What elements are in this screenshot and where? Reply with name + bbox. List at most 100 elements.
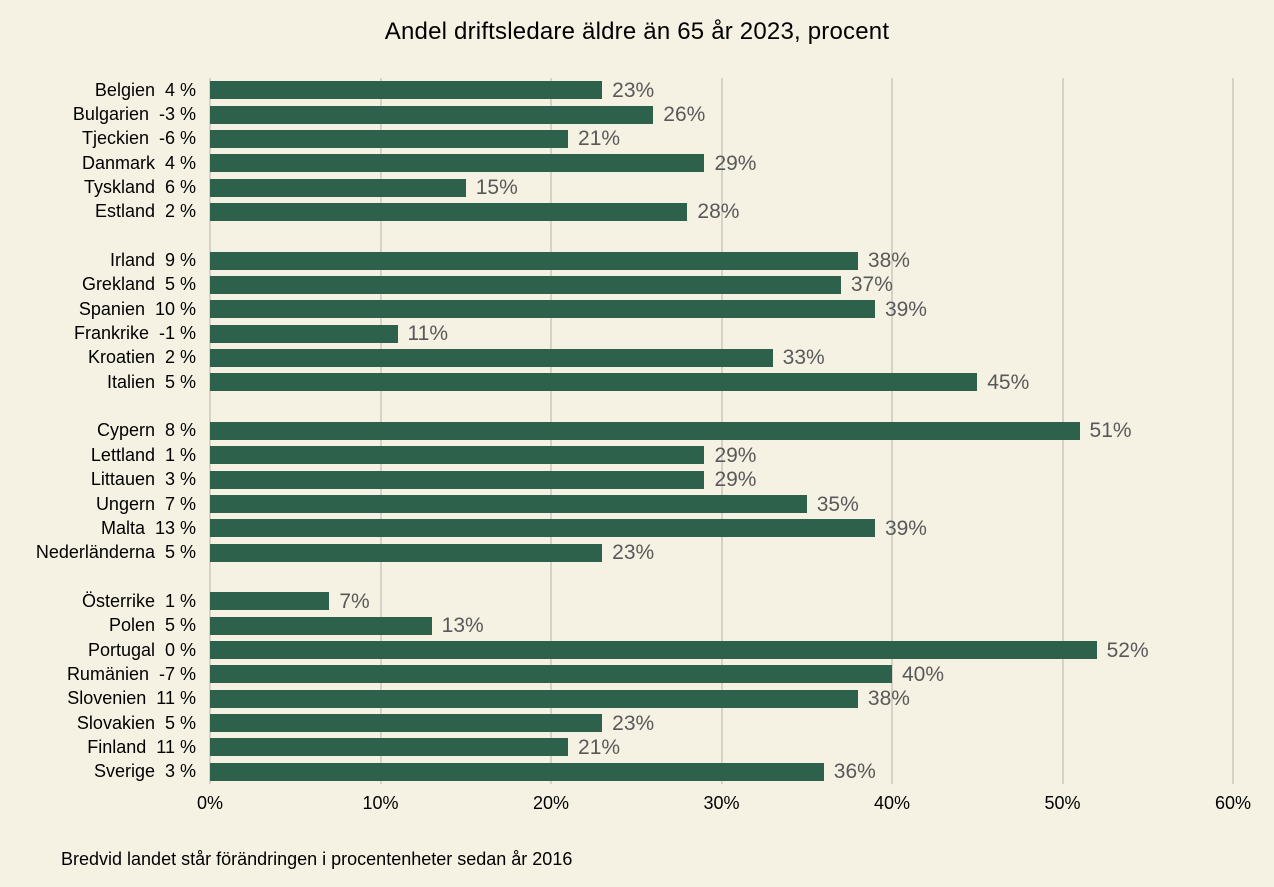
value-label-polen: 13% bbox=[441, 614, 484, 638]
country-label-tyskland: Tyskland 6 % bbox=[83, 177, 196, 198]
bar-nederlanderna bbox=[210, 543, 603, 562]
bar-area: 40% bbox=[210, 662, 1233, 686]
bar-estland bbox=[210, 202, 688, 221]
value-label-estland: 28% bbox=[697, 200, 740, 224]
value-label-tyskland: 15% bbox=[475, 176, 518, 200]
country-label-tjeckien: Tjeckien -6 % bbox=[81, 128, 196, 149]
value-label-irland: 38% bbox=[867, 249, 910, 273]
bar-area: 35% bbox=[210, 492, 1233, 516]
country-label-ungern: Ungern 7 % bbox=[95, 493, 196, 514]
bar-row-spanien: Spanien 10 % 39% bbox=[0, 297, 1274, 321]
value-label-spanien: 39% bbox=[884, 297, 927, 321]
bar-row-ungern: Ungern 7 % 35% bbox=[0, 492, 1274, 516]
value-label-finland: 21% bbox=[578, 735, 621, 759]
bar-row-danmark: Danmark 4 % 29% bbox=[0, 151, 1274, 175]
bar-area: 29% bbox=[210, 468, 1233, 492]
country-label-italien: Italien 5 % bbox=[106, 371, 196, 392]
country-label-polen: Polen 5 % bbox=[108, 615, 196, 636]
gridline-60 bbox=[1232, 78, 1234, 784]
bar-area: 26% bbox=[210, 102, 1233, 126]
bar-area: 21% bbox=[210, 127, 1233, 151]
bar-row-bulgarien: Bulgarien -3 % 26% bbox=[0, 102, 1274, 126]
x-tick-label-0: 0% bbox=[196, 793, 224, 813]
bar-spanien bbox=[210, 300, 875, 319]
bar-row-malta: Malta 13 % 39% bbox=[0, 516, 1274, 540]
country-label-nederlanderna: Nederländerna 5 % bbox=[35, 542, 196, 563]
bar-area: 52% bbox=[210, 638, 1233, 662]
country-label-kroatien: Kroatien 2 % bbox=[87, 347, 196, 368]
value-label-slovakien: 23% bbox=[612, 711, 655, 735]
country-label-sverige: Sverige 3 % bbox=[93, 761, 196, 782]
bar-row-slovenien: Slovenien 11 % 38% bbox=[0, 687, 1274, 711]
bar-italien bbox=[210, 373, 978, 392]
value-label-bulgarien: 26% bbox=[663, 103, 706, 127]
bar-row-nederlanderna: Nederländerna 5 % 23% bbox=[0, 541, 1274, 565]
bar-row-portugal: Portugal 0 % 52% bbox=[0, 638, 1274, 662]
bar-bulgarien bbox=[210, 105, 654, 124]
value-label-frankrike: 11% bbox=[407, 322, 449, 346]
value-label-tjeckien: 21% bbox=[578, 127, 621, 151]
bar-area: 51% bbox=[210, 419, 1233, 443]
bar-malta bbox=[210, 519, 875, 538]
x-tick-label-30: 30% bbox=[703, 793, 740, 813]
bar-row-cypern: Cypern 8 % 51% bbox=[0, 419, 1274, 443]
bar-area: 29% bbox=[210, 443, 1233, 467]
bar-area: 28% bbox=[210, 200, 1233, 224]
bar-slovenien bbox=[210, 689, 858, 708]
value-label-belgien: 23% bbox=[612, 78, 655, 102]
x-tick-label-40: 40% bbox=[873, 793, 911, 813]
bar-sverige bbox=[210, 762, 824, 781]
bar-row-littauen: Littauen 3 % 29% bbox=[0, 468, 1274, 492]
bar-portugal bbox=[210, 641, 1097, 660]
country-label-belgien: Belgien 4 % bbox=[94, 79, 196, 100]
bar-row-lettland: Lettland 1 % 29% bbox=[0, 443, 1274, 467]
x-tick-label-50: 50% bbox=[1044, 793, 1081, 813]
bar-rows: Belgien 4 % 23% Bulgarien -3 % 26% Tjeckien … bbox=[0, 78, 1274, 784]
bar-irland bbox=[210, 251, 858, 270]
x-tick-label-10: 10% bbox=[362, 793, 399, 813]
bar-tyskland bbox=[210, 178, 466, 197]
bar-row-tyskland: Tyskland 6 % 15% bbox=[0, 175, 1274, 199]
country-label-slovenien: Slovenien 11 % bbox=[67, 688, 196, 709]
value-label-grekland: 37% bbox=[850, 273, 893, 297]
bar-area: 38% bbox=[210, 248, 1233, 272]
value-label-malta: 39% bbox=[884, 516, 927, 540]
bar-row-polen: Polen 5 % 13% bbox=[0, 614, 1274, 638]
bar-osterrike bbox=[210, 592, 330, 611]
bar-area: 23% bbox=[210, 711, 1233, 735]
bar-danmark bbox=[210, 154, 705, 173]
group-spacer bbox=[0, 394, 1274, 418]
country-label-danmark: Danmark 4 % bbox=[81, 152, 196, 173]
value-label-nederlanderna: 23% bbox=[612, 541, 655, 565]
bar-belgien bbox=[210, 81, 603, 100]
bar-area: 13% bbox=[210, 614, 1233, 638]
country-label-littauen: Littauen 3 % bbox=[90, 469, 196, 490]
bar-area: 15% bbox=[210, 175, 1233, 199]
value-label-portugal: 52% bbox=[1106, 638, 1149, 662]
group-spacer bbox=[0, 565, 1274, 589]
bar-area: 39% bbox=[210, 297, 1233, 321]
bar-frankrike bbox=[210, 324, 398, 343]
bar-area: 23% bbox=[210, 541, 1233, 565]
bar-area: 39% bbox=[210, 516, 1233, 540]
x-tick-label-60: 60% bbox=[1214, 793, 1252, 813]
country-label-frankrike: Frankrike -1 % bbox=[73, 323, 196, 344]
bar-row-tjeckien: Tjeckien -6 % 21% bbox=[0, 127, 1274, 151]
country-label-spanien: Spanien 10 % bbox=[78, 298, 196, 319]
bar-row-finland: Finland 11 % 21% bbox=[0, 735, 1274, 759]
country-label-rumanien: Rumänien -7 % bbox=[66, 663, 196, 684]
bar-kroatien bbox=[210, 348, 773, 367]
bar-lettland bbox=[210, 446, 705, 465]
country-label-finland: Finland 11 % bbox=[87, 736, 196, 757]
bar-cypern bbox=[210, 421, 1080, 440]
bar-tjeckien bbox=[210, 129, 569, 148]
value-label-kroatien: 33% bbox=[782, 346, 825, 370]
value-label-cypern: 51% bbox=[1089, 419, 1132, 443]
country-label-cypern: Cypern 8 % bbox=[96, 420, 196, 441]
bar-rumanien bbox=[210, 665, 892, 684]
x-tick-label-20: 20% bbox=[532, 793, 570, 813]
bar-area: 23% bbox=[210, 78, 1233, 102]
country-label-malta: Malta 13 % bbox=[100, 517, 196, 538]
bar-row-frankrike: Frankrike -1 % 11% bbox=[0, 321, 1274, 345]
